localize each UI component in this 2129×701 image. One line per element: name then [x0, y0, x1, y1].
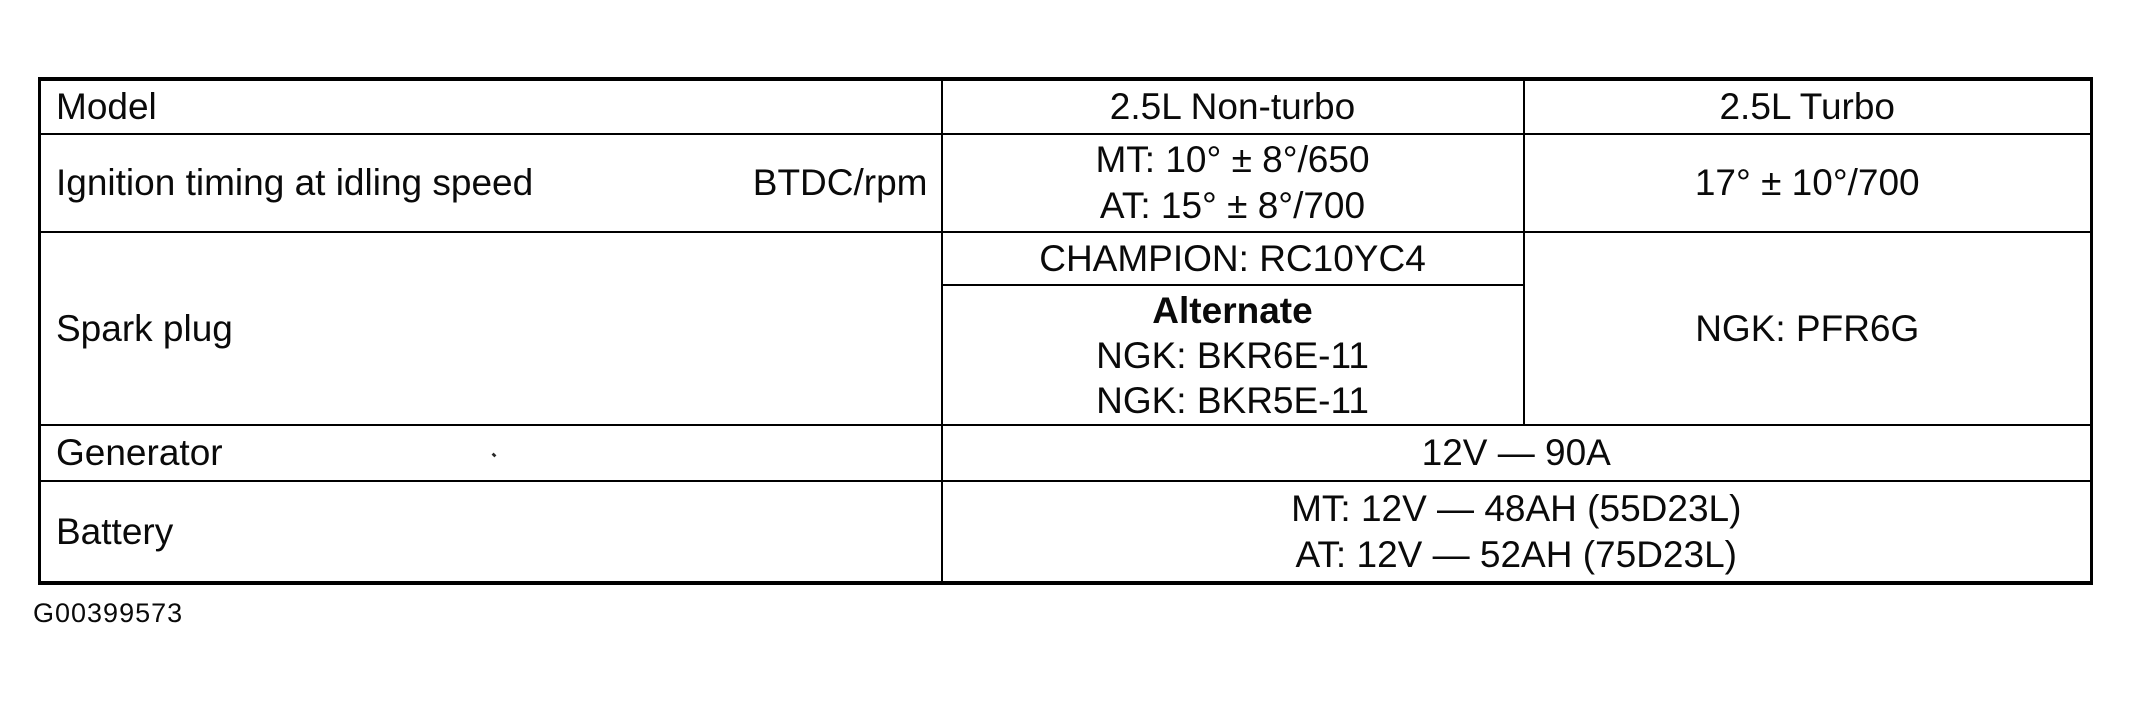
generator-label-cell: Generator — [38, 424, 943, 482]
spark-plug-label-cell: Spark plug — [38, 231, 943, 426]
generator-value-cell: 12V — 90A — [940, 424, 2093, 482]
engine-spec-table: Model 2.5L Non-turbo 2.5L Turbo Ignition… — [38, 77, 2093, 585]
spark-plug-alternate-option-2: NGK: BKR5E-11 — [1096, 379, 1369, 421]
ignition-timing-non-turbo-at: AT: 15° ± 8°/700 — [1099, 185, 1366, 226]
spark-plug-alternate-cell: Alternate NGK: BKR6E-11 NGK: BKR5E-11 — [940, 284, 1525, 426]
battery-label-cell: Battery — [38, 480, 943, 584]
battery-value-at: AT: 12V — 52AH (75D23L) — [1295, 533, 1737, 575]
figure-id-label: G00399573 — [33, 598, 184, 628]
battery-value-mt: MT: 12V — 48AH (55D23L) — [1291, 487, 1742, 529]
ignition-timing-non-turbo-cell: MT: 10° ± 8°/650 AT: 15° ± 8°/700 — [940, 133, 1525, 233]
spark-plug-turbo-cell: NGK: PFR6G — [1522, 231, 2093, 426]
ignition-timing-label-cell: Ignition timing at idling speed BTDC/rpm — [38, 133, 943, 233]
model-row-label: Model — [38, 78, 943, 135]
table-row-battery: Battery MT: 12V — 48AH (55D23L) AT: 12V … — [38, 480, 2093, 584]
battery-value-cell: MT: 12V — 48AH (55D23L) AT: 12V — 52AH (… — [940, 480, 2093, 584]
column-header-turbo: 2.5L Turbo — [1522, 78, 2093, 135]
table-row-generator: Generator 12V — 90A — [38, 424, 2093, 482]
spark-plug-non-turbo-primary-cell: CHAMPION: RC10YC4 — [940, 231, 1525, 286]
spark-plug-alternate-heading: Alternate — [1152, 289, 1313, 331]
table-row-ignition-timing: Ignition timing at idling speed BTDC/rpm… — [38, 133, 2093, 233]
column-header-non-turbo: 2.5L Non-turbo — [940, 78, 1525, 135]
ignition-timing-label: Ignition timing at idling speed — [56, 162, 534, 203]
table-row-spark-plug-primary: Spark plug CHAMPION: RC10YC4 NGK: PFR6G — [38, 231, 2093, 426]
table-row-model: Model 2.5L Non-turbo 2.5L Turbo — [38, 78, 2093, 135]
table-row-spark-plug-alternate: Alternate NGK: BKR6E-11 NGK: BKR5E-11 — [40, 284, 2092, 426]
ignition-timing-non-turbo-mt: MT: 10° ± 8°/650 — [1095, 139, 1370, 180]
ignition-timing-label-wrap: Ignition timing at idling speed BTDC/rpm — [56, 160, 940, 206]
ignition-timing-unit: BTDC/rpm — [752, 162, 928, 203]
spark-plug-alternate-option-1: NGK: BKR6E-11 — [1096, 334, 1369, 376]
ignition-timing-turbo-cell: 17° ± 10°/700 — [1522, 133, 2093, 233]
